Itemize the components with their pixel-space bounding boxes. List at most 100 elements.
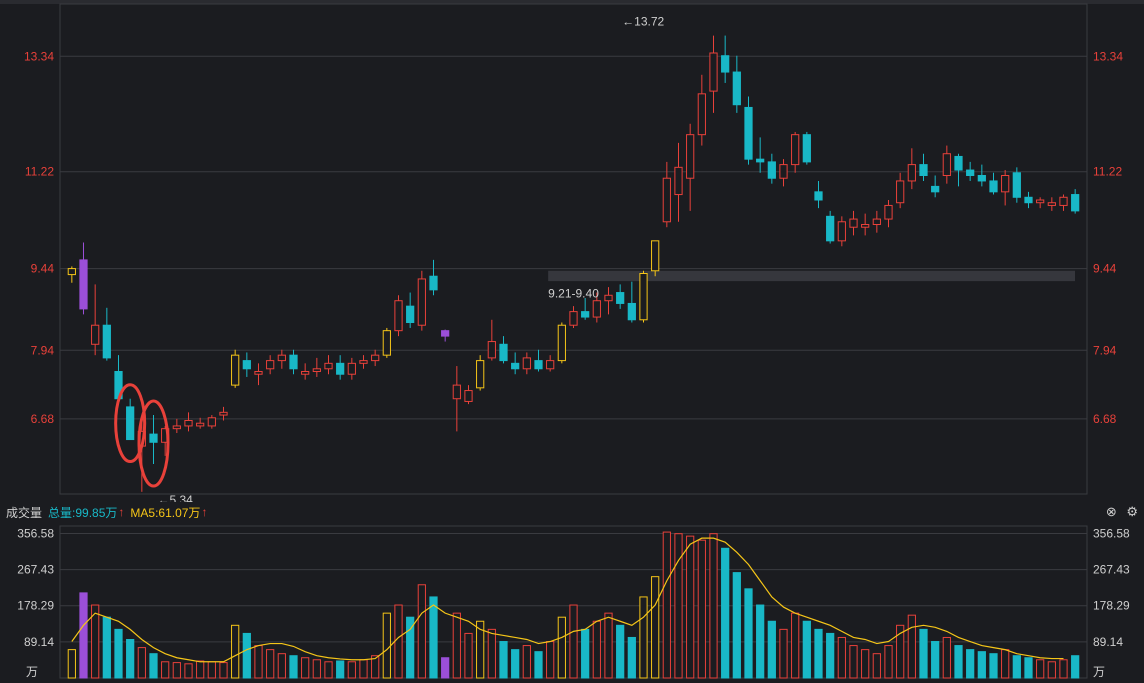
candle-body bbox=[767, 161, 776, 179]
candle-body bbox=[67, 268, 76, 276]
candle-body bbox=[417, 278, 426, 326]
volume-bar bbox=[219, 662, 228, 679]
volume-bar bbox=[336, 660, 345, 679]
close-icon[interactable]: ⊗ bbox=[1105, 504, 1117, 519]
volume-bar bbox=[651, 576, 660, 679]
volume-bar bbox=[277, 653, 286, 679]
volume-bar bbox=[1024, 657, 1033, 679]
volume-bar bbox=[849, 645, 858, 679]
candle-body bbox=[126, 406, 135, 441]
volume-bar bbox=[1036, 659, 1045, 679]
volume-bar bbox=[511, 649, 520, 679]
candle-body bbox=[522, 357, 531, 370]
price-annotation: 9.21-9.40 bbox=[548, 287, 599, 301]
candle-body bbox=[966, 169, 975, 177]
candle-body bbox=[1059, 196, 1068, 206]
volume-bar bbox=[756, 604, 765, 679]
candle-body bbox=[1036, 199, 1045, 204]
volume-bar-chart[interactable]: 356.58 356.58 267.43 267.43 178.29 178.29 89.1… bbox=[0, 522, 1144, 683]
volume-bar bbox=[534, 651, 543, 679]
candle-body bbox=[569, 311, 578, 326]
candle-body bbox=[184, 420, 193, 427]
candle-body bbox=[814, 191, 823, 201]
volume-bar bbox=[686, 535, 695, 679]
volume-bar bbox=[149, 653, 158, 679]
top-toolbar-strip bbox=[0, 0, 1144, 4]
volume-bar bbox=[242, 632, 251, 679]
candle-body bbox=[697, 93, 706, 136]
candle-body bbox=[639, 273, 648, 321]
volume-bar bbox=[884, 645, 893, 679]
candle-body bbox=[336, 362, 345, 375]
price-axis-right-tick: 7.94 bbox=[1093, 343, 1117, 357]
volume-bar bbox=[137, 647, 146, 679]
volume-bar bbox=[989, 653, 998, 679]
candle-body bbox=[849, 218, 858, 228]
volume-axis-right-tick: 178.29 bbox=[1093, 599, 1130, 613]
volume-bar bbox=[977, 651, 986, 679]
candle-body bbox=[837, 221, 846, 242]
volume-bar bbox=[732, 572, 741, 679]
volume-header: 成交量 总量:99.85万 ↑ MA5:61.07万 ↑ ⊗ ⚙ bbox=[0, 502, 1144, 522]
price-axis-right-tick: 6.68 bbox=[1093, 412, 1117, 426]
total-volume-label: 总量:99.85万 bbox=[48, 505, 118, 520]
volume-bar bbox=[231, 624, 240, 679]
volume-bar bbox=[557, 616, 566, 679]
volume-bar bbox=[931, 641, 940, 679]
price-annotation: ←5.34 bbox=[158, 493, 194, 502]
candle-body bbox=[441, 330, 450, 337]
volume-bar bbox=[896, 624, 905, 679]
volume-bar bbox=[196, 660, 205, 679]
price-annotation: ←13.72 bbox=[622, 15, 664, 29]
candle-body bbox=[546, 360, 555, 370]
candle-body bbox=[242, 360, 251, 370]
volume-bar bbox=[837, 636, 846, 679]
candle-body bbox=[802, 134, 811, 163]
candle-body bbox=[942, 153, 951, 177]
candle-body bbox=[604, 294, 613, 302]
candle-body bbox=[534, 360, 543, 370]
price-plot-frame bbox=[59, 3, 1088, 495]
candle-body bbox=[1024, 196, 1033, 204]
volume-bar bbox=[67, 649, 76, 679]
candle-body bbox=[791, 134, 800, 166]
volume-bar bbox=[674, 533, 683, 679]
volume-axis-right-tick: 89.14 bbox=[1093, 635, 1123, 649]
price-candlestick-chart[interactable]: 13.34 13.34 11.22 11.22 9.44 9.44 7.94 7.94 6.68… bbox=[0, 0, 1144, 502]
volume-axis-left-tick: 89.14 bbox=[24, 635, 54, 649]
candle-body bbox=[779, 164, 788, 179]
highlight-circle bbox=[137, 399, 170, 488]
candle-body bbox=[662, 177, 671, 223]
candle-body bbox=[744, 106, 753, 160]
candle-body bbox=[487, 341, 496, 359]
volume-bar bbox=[907, 614, 916, 679]
volume-bar bbox=[476, 620, 485, 679]
volume-bar bbox=[779, 628, 788, 679]
volume-bar bbox=[161, 661, 170, 679]
candle-body bbox=[382, 330, 391, 356]
volume-bar bbox=[429, 596, 438, 679]
ma5-label: MA5:61.07万 bbox=[130, 505, 201, 520]
volume-bar bbox=[254, 645, 263, 679]
volume-bar bbox=[522, 645, 531, 679]
price-axis-right-tick: 9.44 bbox=[1093, 262, 1117, 276]
volume-bar bbox=[1059, 659, 1068, 679]
volume-bar bbox=[954, 645, 963, 679]
highlight-circle bbox=[114, 383, 147, 464]
candle-body bbox=[196, 422, 205, 427]
volume-bar bbox=[1047, 661, 1056, 679]
candle-body bbox=[1001, 175, 1010, 193]
candle-body bbox=[732, 71, 741, 106]
volume-bar bbox=[709, 533, 718, 679]
volume-header-icons: ⊗ ⚙ bbox=[1100, 504, 1138, 520]
candle-body bbox=[616, 292, 625, 304]
candle-body bbox=[1071, 194, 1080, 212]
candle-body bbox=[592, 300, 601, 318]
volume-bar bbox=[616, 624, 625, 679]
volume-bar bbox=[662, 531, 671, 679]
candle-body bbox=[79, 259, 88, 310]
volume-bar bbox=[697, 539, 706, 679]
volume-bar bbox=[114, 628, 123, 679]
gear-icon[interactable]: ⚙ bbox=[1126, 504, 1138, 519]
